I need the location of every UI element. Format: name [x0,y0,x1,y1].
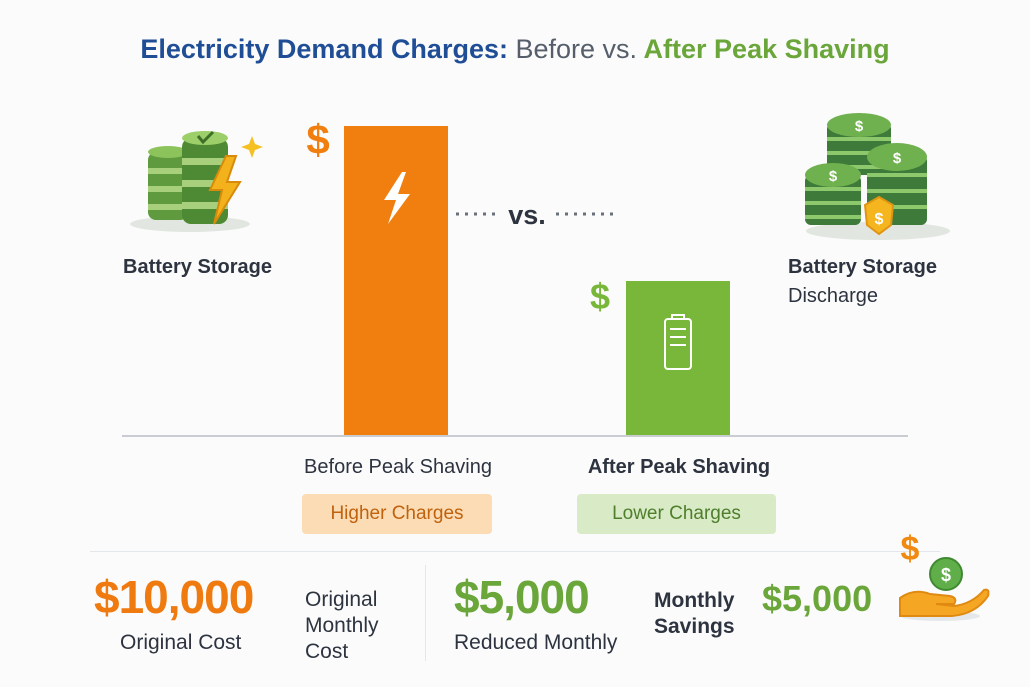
hand-coin-icon: $ $ [892,524,992,624]
right-panel-sublabel: Discharge [788,285,879,307]
reduced-cost-label: Reduced Monthly [454,631,618,654]
original-cost-value: $10,000 [94,571,254,623]
lightning-icon [384,172,410,224]
svg-text:$: $ [829,168,838,185]
bar-before [344,126,448,436]
title-part-2: Before vs. [515,34,638,64]
svg-text:$: $ [941,565,951,585]
coin-stacks-icon: $ $ $ $ [803,113,953,248]
vs-label: vs. [508,200,546,230]
battery-icon [664,314,692,370]
higher-charges-badge: Higher Charges [302,494,492,534]
dollar-symbol-after: $ [590,276,610,317]
left-panel-label: Battery Storage [123,256,272,278]
lower-charges-badge: Lower Charges [577,494,776,534]
original-desc-line-1: Original [305,588,378,611]
title-part-3: After Peak Shaving [643,34,890,64]
original-desc-line-3: Cost [305,640,349,663]
svg-text:$: $ [893,150,902,167]
savings-label-line-1: Monthly [654,589,735,612]
svg-text:$: $ [855,118,864,135]
original-cost-label: Original Cost [120,631,242,654]
svg-text:$: $ [901,530,920,568]
battery-lightning-icon [128,128,268,238]
right-panel-label: Battery Storage [788,256,937,278]
summary-divider [425,565,426,661]
svg-text:$: $ [875,211,884,228]
savings-label-line-2: Savings [654,615,735,638]
section-divider [90,551,940,552]
bar-after [626,281,730,436]
savings-value: $5,000 [762,578,873,619]
category-label-before: Before Peak Shaving [304,456,492,478]
title-part-1: Electricity Demand Charges: [140,34,508,64]
category-label-after: After Peak Shaving [587,456,771,478]
reduced-cost-value: $5,000 [454,571,590,623]
original-desc-line-2: Monthly [305,614,379,637]
dollar-symbol-before: $ [306,116,329,163]
savings-label: Monthly Savings [654,588,735,640]
original-cost-description: Original Monthly Cost [305,587,379,665]
page-title: Electricity Demand Charges: Before vs. A… [0,34,1030,65]
